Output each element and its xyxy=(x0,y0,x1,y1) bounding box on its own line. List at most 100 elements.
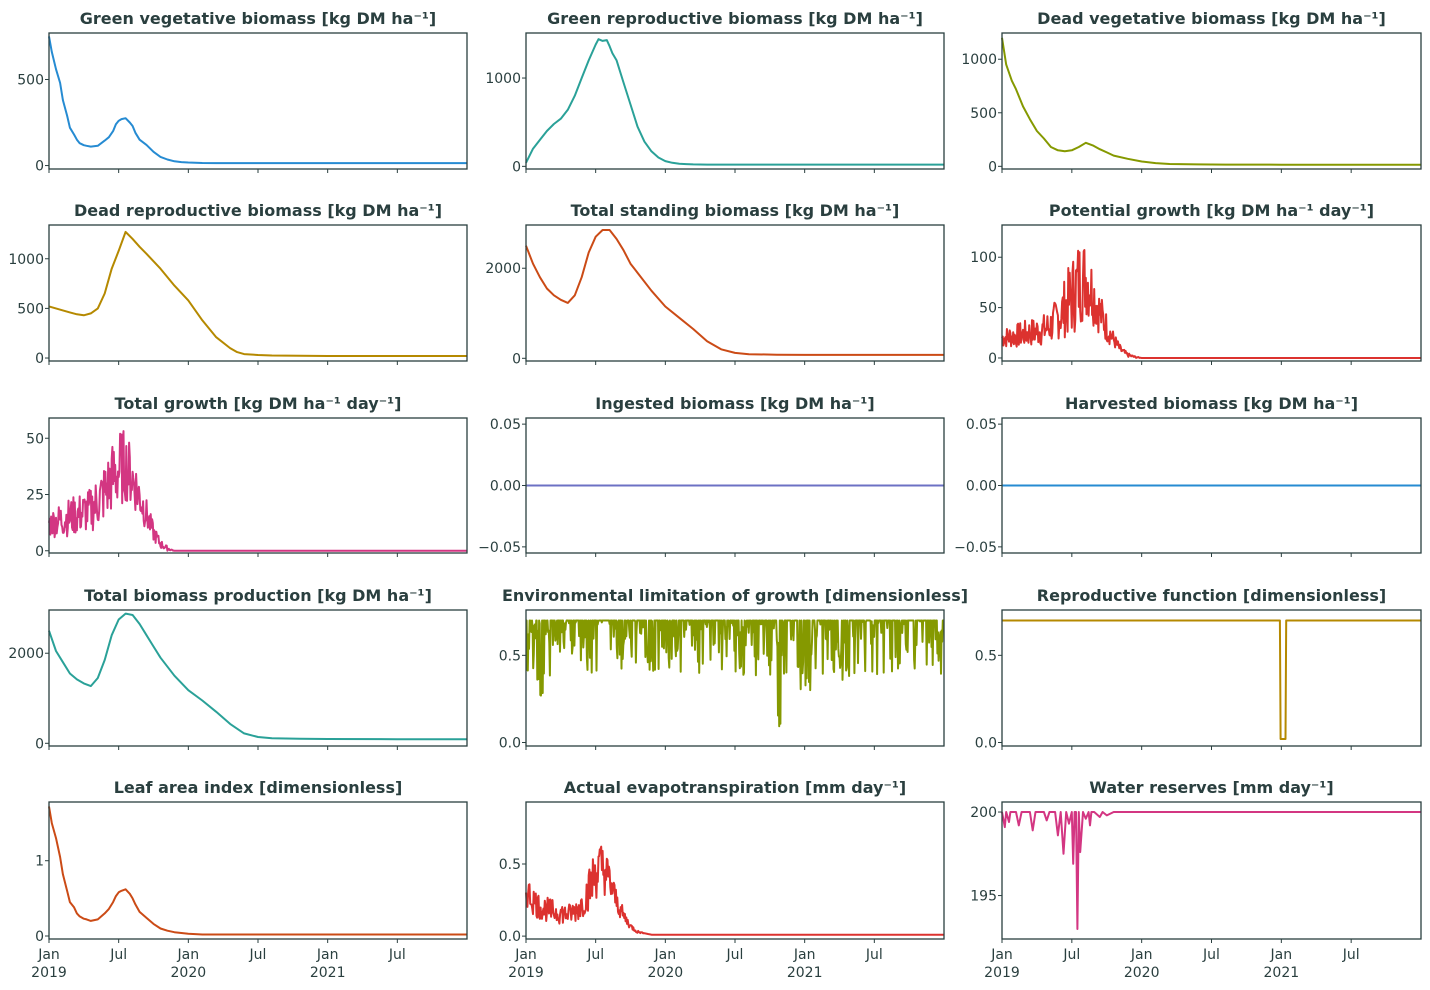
y-tick-label: 0.0 xyxy=(975,736,997,752)
x-tick-label: Jul xyxy=(388,947,406,963)
panel-12: Reproductive function [dimensionless] 0.0… xyxy=(975,586,1422,752)
plot-frame xyxy=(48,32,468,170)
series-line xyxy=(1001,37,1421,166)
x-tick-label: Jan xyxy=(514,947,537,963)
x-tick-label: Jan xyxy=(177,947,200,963)
series-line xyxy=(525,619,945,728)
x-tick-label: Jan xyxy=(793,947,816,963)
plot-frame xyxy=(1001,32,1422,170)
y-tick-label: 0 xyxy=(35,351,44,367)
panel-2: Green reproductive biomass [kg DM ha⁻¹] 0… xyxy=(485,9,945,175)
x-tick-year: 2021 xyxy=(1264,965,1300,981)
panel-15: Water reserves [mm day⁻¹] 195 200 Jan 2019 Ju… xyxy=(970,778,1422,981)
panel-title: Leaf area index [dimensionless] xyxy=(114,778,403,797)
series-line xyxy=(48,430,468,552)
x-tick-year: 2021 xyxy=(787,965,823,981)
series-line xyxy=(525,229,944,356)
y-tick-label: −0.05 xyxy=(478,540,521,556)
panel-3: Dead vegetative biomass [kg DM ha⁻¹] 0 500… xyxy=(961,9,1422,175)
y-tick-label: 500 xyxy=(17,72,44,88)
panel-title: Harvested biomass [kg DM ha⁻¹] xyxy=(1065,394,1358,413)
y-tick-label: 195 xyxy=(970,889,997,905)
y-tick-label: 0.05 xyxy=(490,417,521,433)
y-tick-label: 0 xyxy=(35,159,44,175)
x-tick-year: 2020 xyxy=(648,965,684,981)
y-tick-label: 0.0 xyxy=(499,736,521,752)
panel-title: Reproductive function [dimensionless] xyxy=(1037,586,1386,605)
panel-9: Harvested biomass [kg DM ha⁻¹] −0.05 0.00 0… xyxy=(954,394,1422,557)
y-tick-label: 0 xyxy=(988,351,997,367)
panel-5: Total standing biomass [kg DM ha⁻¹] 0 2000 xyxy=(485,201,945,367)
panel-title: Total biomass production [kg DM ha⁻¹] xyxy=(84,586,432,605)
panel-title: Green reproductive biomass [kg DM ha⁻¹] xyxy=(547,9,923,28)
x-tick-label: Jan xyxy=(990,947,1013,963)
y-tick-label: 0 xyxy=(35,736,44,752)
y-tick-label: 0 xyxy=(512,351,521,367)
panel-10: Total biomass production [kg DM ha⁻¹] 0 20… xyxy=(8,586,468,752)
x-tick-label: Jul xyxy=(249,947,267,963)
y-tick-label: 2000 xyxy=(485,261,521,277)
x-tick-year: 2020 xyxy=(1124,965,1160,981)
x-tick-label: Jan xyxy=(37,947,60,963)
y-tick-label: −0.05 xyxy=(954,540,997,556)
panel-11: Environmental limitation of growth [dime… xyxy=(499,586,968,752)
y-tick-label: 0.5 xyxy=(499,648,521,664)
x-tick-label: Jul xyxy=(1342,947,1360,963)
plot-frame xyxy=(1001,609,1422,747)
panel-title: Ingested biomass [kg DM ha⁻¹] xyxy=(595,394,874,413)
panel-title: Total growth [kg DM ha⁻¹ day⁻¹] xyxy=(115,394,402,413)
y-tick-label: 0 xyxy=(512,159,521,175)
plot-frame xyxy=(48,224,468,362)
x-tick-year: 2019 xyxy=(508,965,544,981)
series-line xyxy=(1002,619,1421,740)
y-tick-label: 1000 xyxy=(8,252,44,268)
panel-title: Actual evapotranspiration [mm day⁻¹] xyxy=(564,778,906,797)
x-tick-year: 2021 xyxy=(310,965,346,981)
y-tick-label: 25 xyxy=(26,488,44,504)
panel-1: Green vegetative biomass [kg DM ha⁻¹] 0 50… xyxy=(17,9,468,175)
panel-title: Total standing biomass [kg DM ha⁻¹] xyxy=(571,201,900,220)
y-tick-label: 50 xyxy=(26,431,44,447)
x-tick-label: Jan xyxy=(1130,947,1153,963)
plot-frame xyxy=(525,32,945,170)
x-tick-year: 2020 xyxy=(171,965,207,981)
y-tick-label: 0 xyxy=(35,929,44,945)
x-tick-label: Jul xyxy=(726,947,744,963)
x-tick-label: Jan xyxy=(1270,947,1293,963)
y-tick-label: 1 xyxy=(35,854,44,870)
plot-frame xyxy=(48,609,468,747)
panel-14: Actual evapotranspiration [mm day⁻¹] 0.0 0… xyxy=(499,778,945,981)
y-tick-label: 0.00 xyxy=(966,479,997,495)
y-tick-label: 50 xyxy=(979,301,997,317)
panel-title: Potential growth [kg DM ha⁻¹ day⁻¹] xyxy=(1049,201,1374,220)
x-tick-year: 2019 xyxy=(31,965,67,981)
y-tick-label: 500 xyxy=(970,106,997,122)
y-tick-label: 0 xyxy=(35,544,44,560)
series-line xyxy=(48,806,467,936)
panel-8: Ingested biomass [kg DM ha⁻¹] −0.05 0.00 0.… xyxy=(478,394,945,557)
panel-title: Dead reproductive biomass [kg DM ha⁻¹] xyxy=(74,201,442,220)
y-tick-label: 200 xyxy=(970,805,997,821)
panel-title: Dead vegetative biomass [kg DM ha⁻¹] xyxy=(1037,9,1386,28)
y-tick-label: 500 xyxy=(17,301,44,317)
panel-6: Potential growth [kg DM ha⁻¹ day⁻¹] 0 50 10… xyxy=(970,201,1422,367)
panel-4: Dead reproductive biomass [kg DM ha⁻¹] 0 5… xyxy=(8,201,468,367)
series-line xyxy=(1001,249,1422,359)
x-tick-label: Jul xyxy=(109,947,127,963)
y-tick-label: 2000 xyxy=(8,646,44,662)
y-tick-label: 1000 xyxy=(961,52,997,68)
panel-title: Environmental limitation of growth [dime… xyxy=(502,586,968,605)
panel-title: Water reserves [mm day⁻¹] xyxy=(1089,778,1333,797)
series-line xyxy=(48,230,467,357)
y-tick-label: 0.5 xyxy=(975,648,997,664)
y-tick-label: 0.00 xyxy=(490,479,521,495)
y-tick-label: 0.5 xyxy=(499,857,521,873)
panel-title: Green vegetative biomass [kg DM ha⁻¹] xyxy=(80,9,436,28)
y-tick-label: 0 xyxy=(988,159,997,175)
plot-frame xyxy=(525,224,945,362)
y-tick-label: 0.05 xyxy=(966,417,997,433)
series-line xyxy=(525,845,945,936)
series-line xyxy=(1001,811,1421,930)
panel-7: Total growth [kg DM ha⁻¹ day⁻¹] 0 25 50 xyxy=(26,394,468,560)
